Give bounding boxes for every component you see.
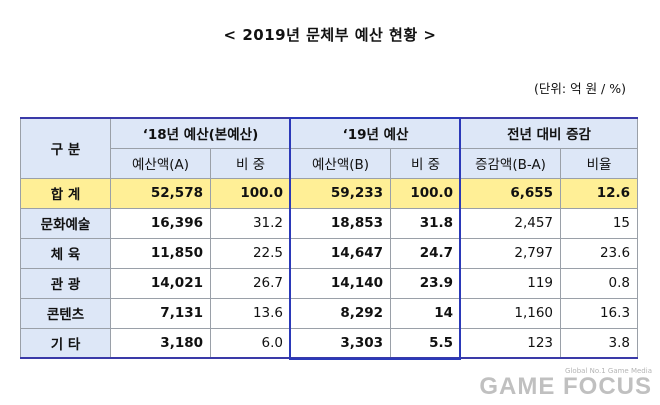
watermark-tagline: Global No.1 Game Media bbox=[565, 367, 652, 375]
subheader-change-amount: 증감액(B-A) bbox=[460, 147, 562, 179]
table-row: 관 광 14,021 26.7 14,140 23.9 119 0.8 bbox=[20, 267, 639, 299]
row-label: 합 계 bbox=[20, 177, 111, 209]
cell-change-rate: 23.6 bbox=[560, 237, 639, 269]
row-label: 체 육 bbox=[20, 237, 111, 269]
cell-2018-share: 100.0 bbox=[209, 177, 292, 209]
cell-2018-amount: 11,850 bbox=[110, 237, 211, 269]
cell-2018-share: 22.5 bbox=[209, 237, 292, 269]
subheader-2018-amount: 예산액(A) bbox=[110, 147, 211, 179]
cell-2019-amount: 8,292 bbox=[290, 297, 392, 329]
row-label: 문화예술 bbox=[20, 207, 111, 239]
cell-2018-share: 26.7 bbox=[209, 267, 292, 299]
cell-2019-amount: 59,233 bbox=[290, 177, 392, 209]
header-group-change: 전년 대비 증감 bbox=[460, 117, 639, 149]
watermark: Global No.1 Game Media GAME FOCUS bbox=[479, 367, 652, 399]
cell-change-rate: 12.6 bbox=[560, 177, 639, 209]
row-label: 콘텐츠 bbox=[20, 297, 111, 329]
table-row: 체 육 11,850 22.5 14,647 24.7 2,797 23.6 bbox=[20, 237, 639, 269]
header-category: 구 분 bbox=[20, 117, 111, 179]
cell-2018-share: 6.0 bbox=[209, 327, 292, 359]
table-row: 문화예술 16,396 31.2 18,853 31.8 2,457 15 bbox=[20, 207, 639, 239]
header-group-2018: ‘18년 예산(본예산) bbox=[109, 117, 292, 149]
cell-2018-amount: 52,578 bbox=[110, 177, 211, 209]
cell-2018-amount: 7,131 bbox=[110, 297, 211, 329]
cell-2019-share: 14 bbox=[390, 297, 462, 329]
cell-2018-amount: 16,396 bbox=[110, 207, 211, 239]
cell-change-rate: 15 bbox=[560, 207, 639, 239]
cell-2019-amount: 14,140 bbox=[290, 267, 392, 299]
cell-2018-amount: 14,021 bbox=[110, 267, 211, 299]
cell-change-amount: 119 bbox=[460, 267, 562, 299]
cell-2019-share: 24.7 bbox=[390, 237, 462, 269]
cell-2018-amount: 3,180 bbox=[110, 327, 211, 359]
budget-table: 구 분 ‘18년 예산(본예산) ‘19년 예산 전년 대비 증감 예산액(A)… bbox=[20, 117, 639, 359]
cell-2019-share: 5.5 bbox=[390, 327, 462, 359]
cell-change-amount: 6,655 bbox=[460, 177, 562, 209]
subheader-2019-amount: 예산액(B) bbox=[290, 147, 392, 179]
subheader-2018-share: 비 중 bbox=[209, 147, 292, 179]
table-row: 콘텐츠 7,131 13.6 8,292 14 1,160 16.3 bbox=[20, 297, 639, 329]
cell-2019-amount: 3,303 bbox=[290, 327, 392, 359]
cell-2019-share: 23.9 bbox=[390, 267, 462, 299]
cell-change-rate: 0.8 bbox=[560, 267, 639, 299]
cell-change-amount: 1,160 bbox=[460, 297, 562, 329]
cell-change-amount: 2,457 bbox=[460, 207, 562, 239]
header-row-sub: 예산액(A) 비 중 예산액(B) 비 중 증감액(B-A) 비율 bbox=[21, 147, 639, 179]
watermark-logo: GAME FOCUS bbox=[479, 373, 652, 400]
subheader-2019-share: 비 중 bbox=[390, 147, 462, 179]
cell-change-rate: 16.3 bbox=[560, 297, 639, 329]
header-group-2019: ‘19년 예산 bbox=[290, 117, 462, 149]
cell-2018-share: 31.2 bbox=[209, 207, 292, 239]
table-row-total: 합 계 52,578 100.0 59,233 100.0 6,655 12.6 bbox=[20, 177, 639, 209]
row-label: 관 광 bbox=[20, 267, 111, 299]
cell-2019-amount: 18,853 bbox=[290, 207, 392, 239]
header-row-groups: 구 분 ‘18년 예산(본예산) ‘19년 예산 전년 대비 증감 bbox=[20, 117, 639, 179]
unit-label: (단위: 억 원 / %) bbox=[534, 81, 626, 96]
row-label: 기 타 bbox=[20, 327, 111, 359]
cell-change-amount: 123 bbox=[460, 327, 562, 359]
table-row: 기 타 3,180 6.0 3,303 5.5 123 3.8 bbox=[20, 327, 639, 359]
cell-2019-share: 100.0 bbox=[390, 177, 462, 209]
cell-change-rate: 3.8 bbox=[560, 327, 639, 359]
cell-2018-share: 13.6 bbox=[209, 297, 292, 329]
page-title: < 2019년 문체부 예산 현황 > bbox=[223, 26, 437, 44]
cell-2019-share: 31.8 bbox=[390, 207, 462, 239]
cell-2019-amount: 14,647 bbox=[290, 237, 392, 269]
cell-change-amount: 2,797 bbox=[460, 237, 562, 269]
subheader-change-rate: 비율 bbox=[560, 147, 639, 179]
